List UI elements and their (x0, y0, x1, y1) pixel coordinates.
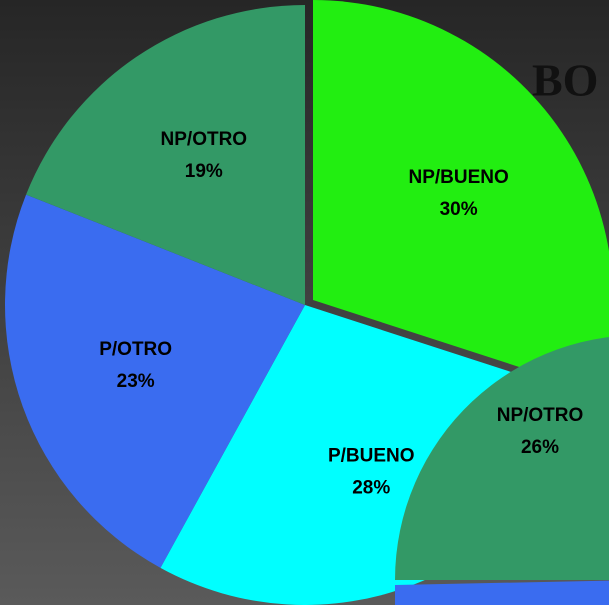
slice-value-label: 28% (352, 477, 390, 498)
slice-value-label: 26% (521, 437, 559, 458)
pie-slice (4, 194, 305, 568)
pie: NP/OTRO 26% (395, 337, 609, 580)
chart-title: BO (532, 55, 598, 106)
pie-slice (26, 5, 306, 305)
slice-label: P/OTRO (99, 339, 172, 360)
slice-label: P/BUENO (328, 445, 415, 466)
pie-slice (395, 337, 609, 580)
slice-label: NP/OTRO (497, 405, 584, 426)
pie-slice (313, 0, 609, 393)
pie: NP/BUENO 30% P/BUENO 28% P/OTRO 23% NP/OTRO 19% (4, 0, 609, 605)
slice-label: NP/OTRO (161, 129, 248, 150)
slice-value-label: 23% (117, 371, 155, 392)
slice-label: NP/BUENO (408, 167, 508, 188)
partial-slice (395, 580, 609, 605)
slice-value-label: 19% (185, 161, 223, 182)
slice-value-label: 30% (440, 199, 478, 220)
